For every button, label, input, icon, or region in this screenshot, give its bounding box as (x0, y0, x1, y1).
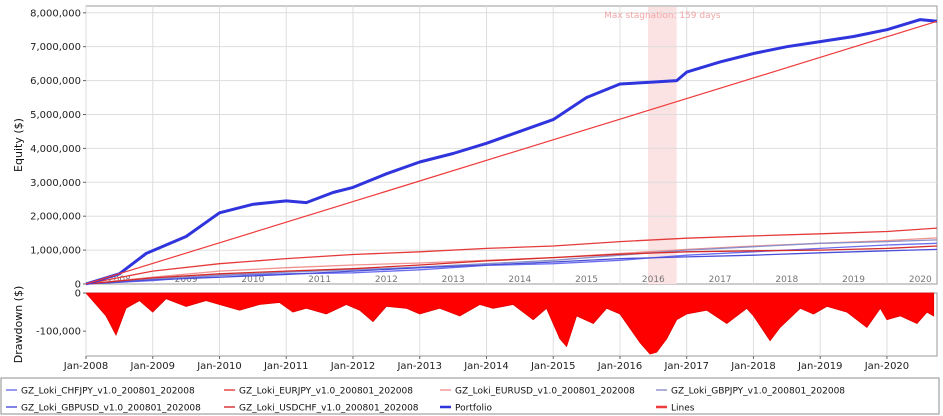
drawdown-y-tick-label: -100,000 (36, 327, 81, 338)
equity-panel: 0 1,000,000 2,000,000 3,000,000 4,000,000 5,0… (12, 5, 938, 291)
legend-label: GZ_Loki_EURUSD_v1.0_200801_202008 (455, 387, 635, 397)
legend-label: GZ_Loki_GBPJPY_v1.0_200801_202008 (671, 387, 845, 397)
legend-label: GZ_Loki_GBPUSD_v1.0_200801_202008 (21, 404, 201, 414)
legend-label: Lines (671, 404, 695, 414)
year-label: 2011 (308, 275, 331, 285)
year-label: 2018 (775, 275, 798, 285)
x-tick-label: Jan-2018 (730, 361, 775, 372)
year-label: 2009 (175, 275, 198, 285)
x-tick-label: Jan-2012 (330, 361, 375, 372)
legend-label: GZ_Loki_USDCHF_v1.0_200801_202008 (239, 404, 419, 414)
equity-y-tick-label: 3,000,000 (30, 178, 81, 189)
legend-label: GZ_Loki_CHFJPY_v1.0_200801_202008 (21, 387, 195, 397)
equity-y-tick-label: 4,000,000 (30, 144, 81, 155)
x-axis: Jan-2008 Jan-2009 Jan-2010 Jan-2011 Jan-2012… (63, 356, 909, 372)
x-tick-label: Jan-2008 (63, 361, 108, 372)
year-label: 2020 (909, 275, 932, 285)
stagnation-annotation: Max stagnation: 159 days (604, 11, 721, 21)
year-label: 2019 (842, 275, 865, 285)
legend-label: GZ_Loki_EURJPY_v1.0_200801_202008 (239, 387, 413, 397)
year-label: 2010 (241, 275, 264, 285)
year-label: 2015 (575, 275, 598, 285)
drawdown-panel: 0 -100,000 Drawdown ($) (12, 286, 938, 364)
equity-plot-area (85, 5, 938, 285)
series-line-lines (85, 20, 938, 285)
legend: GZ_Loki_CHFJPY_v1.0_200801_202008 GZ_Loki… (0, 377, 940, 415)
year-label: 2012 (375, 275, 398, 285)
legend-label: Portfolio (455, 404, 493, 414)
equity-y-tick-label: 6,000,000 (30, 76, 81, 87)
year-label: 2017 (709, 275, 732, 285)
drawdown-area (85, 292, 935, 355)
equity-y-axis-title: Equity ($) (12, 118, 25, 172)
equity-y-tick-label: 1,000,000 (30, 246, 81, 257)
series-line-gz-loki-gbpjpy-v1-0-200801-202008 (85, 239, 938, 285)
x-tick-label: Jan-2010 (196, 361, 241, 372)
stagnation-band (647, 7, 677, 284)
year-label: 2016 (642, 275, 665, 285)
year-label: 2013 (442, 275, 465, 285)
x-tick-label: Jan-2019 (797, 361, 842, 372)
x-tick-label: Jan-2011 (263, 361, 308, 372)
series-line-gz-loki-usdchf-v1-0-200801-202008 (85, 245, 938, 285)
series-line-portfolio (85, 18, 938, 286)
x-tick-label: Jan-2014 (463, 361, 508, 372)
year-label: 2014 (508, 275, 531, 285)
x-tick-label: Jan-2020 (864, 361, 909, 372)
series-line-gz-loki-eurjpy-v1-0-200801-202008 (85, 227, 938, 285)
x-tick-label: Jan-2017 (663, 361, 708, 372)
equity-y-tick-label: 8,000,000 (30, 8, 81, 19)
drawdown-y-tick-label: 0 (75, 289, 81, 300)
series-line-gz-loki-gbpusd-v1-0-200801-202008 (85, 248, 938, 285)
equity-y-tick-label: 0 (75, 280, 81, 291)
equity-y-tick-label: 2,000,000 (30, 212, 81, 223)
drawdown-y-axis-title: Drawdown ($) (12, 286, 25, 364)
legend-box (0, 377, 940, 415)
x-tick-label: Jan-2009 (130, 361, 175, 372)
equity-y-tick-label: 5,000,000 (30, 110, 81, 121)
x-tick-label: Jan-2013 (396, 361, 441, 372)
x-tick-label: Jan-2015 (530, 361, 575, 372)
equity-y-tick-label: 7,000,000 (30, 42, 81, 53)
x-tick-label: Jan-2016 (597, 361, 642, 372)
